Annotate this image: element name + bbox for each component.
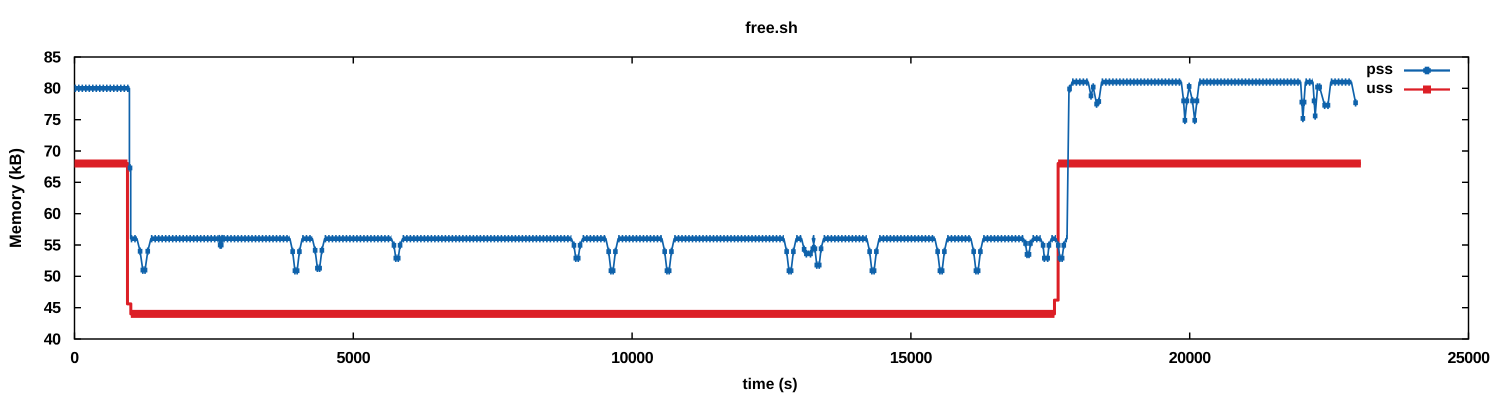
svg-text:55: 55 <box>44 237 61 254</box>
svg-text:85: 85 <box>44 49 61 66</box>
svg-text:45: 45 <box>44 300 61 317</box>
svg-text:20000: 20000 <box>1169 350 1212 367</box>
svg-text:uss: uss <box>1366 80 1393 97</box>
svg-text:15000: 15000 <box>890 350 933 367</box>
svg-text:5000: 5000 <box>337 350 371 367</box>
svg-text:70: 70 <box>44 143 61 160</box>
svg-text:25000: 25000 <box>1448 350 1491 367</box>
svg-text:50: 50 <box>44 269 61 286</box>
svg-text:60: 60 <box>44 206 61 223</box>
svg-text:75: 75 <box>44 112 61 129</box>
svg-text:40: 40 <box>44 331 61 348</box>
svg-text:Memory (kB): Memory (kB) <box>7 148 25 248</box>
svg-text:65: 65 <box>44 175 61 192</box>
svg-text:10000: 10000 <box>611 350 654 367</box>
svg-text:80: 80 <box>44 81 61 98</box>
svg-text:time (s): time (s) <box>742 376 797 393</box>
svg-text:pss: pss <box>1366 61 1393 78</box>
svg-text:0: 0 <box>70 350 79 367</box>
svg-text:free.sh: free.sh <box>745 20 797 37</box>
